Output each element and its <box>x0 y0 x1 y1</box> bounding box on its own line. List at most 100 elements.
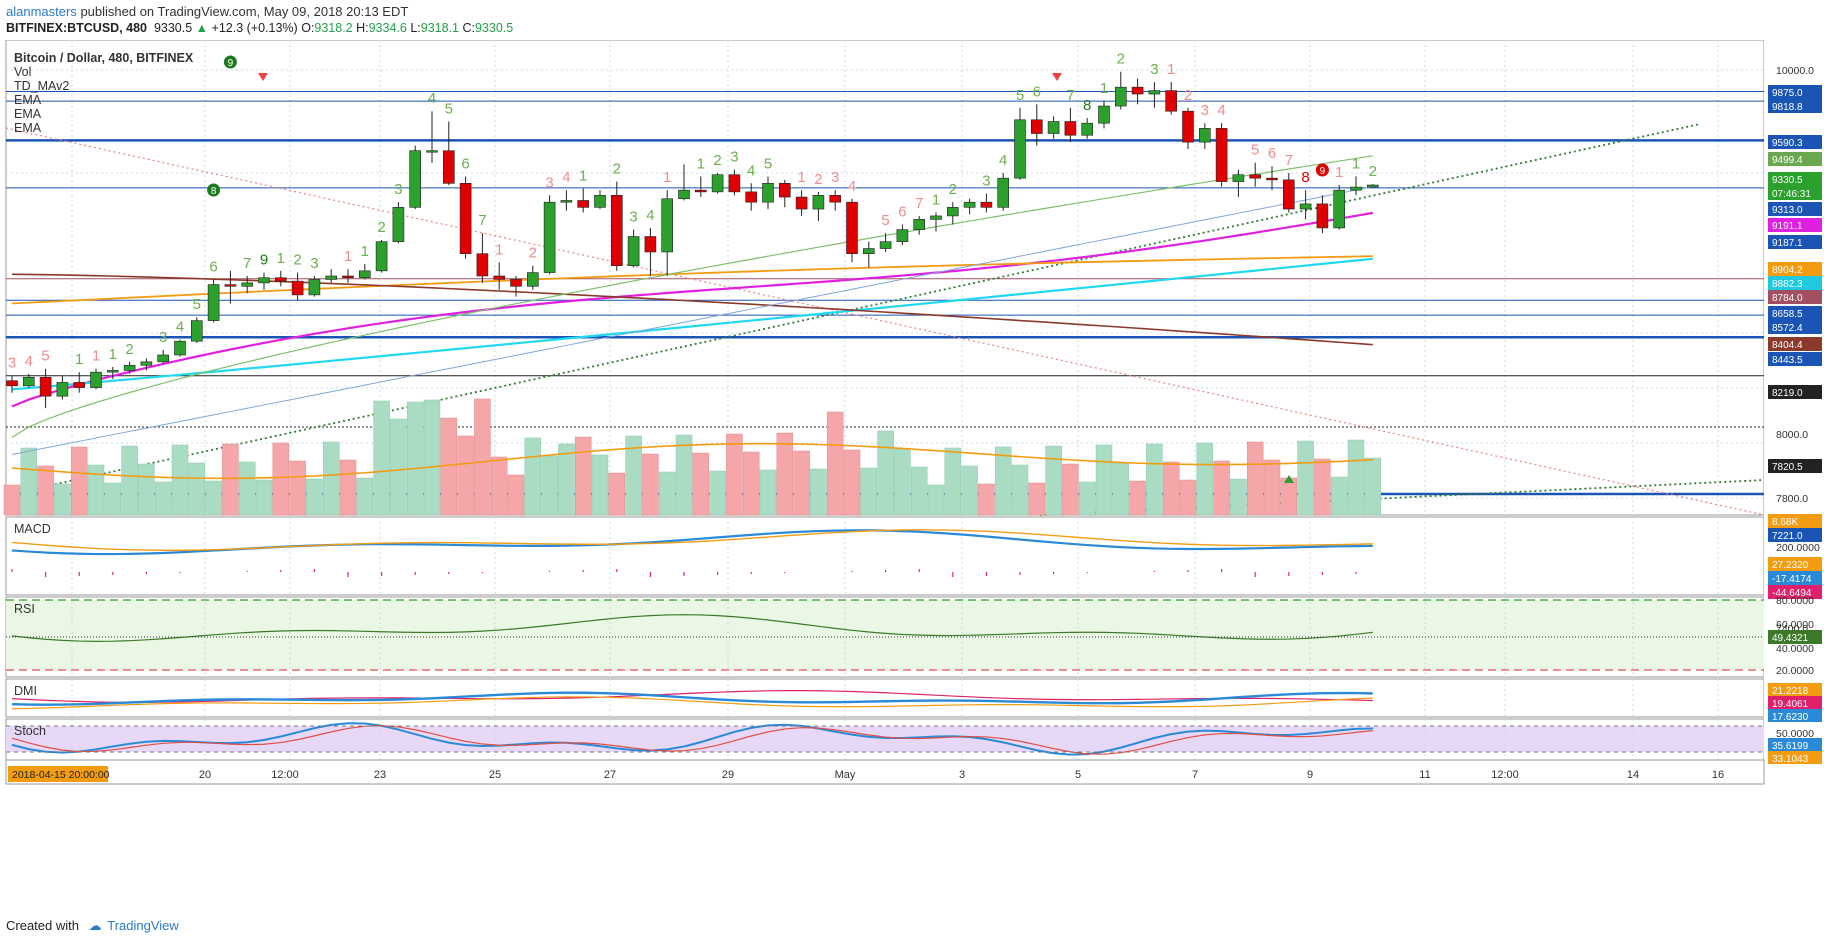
created-with-text: Created with <box>6 918 79 933</box>
td-count-label: 8 <box>1301 169 1309 186</box>
author-link[interactable]: alanmasters <box>6 4 77 19</box>
candle-body <box>526 272 539 287</box>
price-label-bg <box>1768 218 1822 232</box>
close-value: 9330.5 <box>474 21 514 35</box>
td-count-label: 1 <box>932 191 940 208</box>
td-count-label: 4 <box>1217 102 1225 119</box>
candle-body <box>342 275 354 279</box>
td-count-label: 4 <box>848 178 856 195</box>
legend-item-ema-1[interactable]: EMA <box>14 93 42 107</box>
time-tick: 5 <box>1075 769 1081 781</box>
published-text: published on TradingView.com, May 09, 20… <box>80 4 409 19</box>
volume-bar <box>1263 459 1281 516</box>
volume-bar <box>490 456 508 516</box>
td-count-label: 4 <box>646 207 654 224</box>
td-count-label: 1 <box>1352 155 1360 172</box>
td-count-label: 6 <box>1268 145 1276 162</box>
stoch-label: 33.1043 <box>1772 754 1809 765</box>
volume-bar <box>1011 464 1029 516</box>
symbol-label[interactable]: BITFINEX:BTCUSD, 480 <box>6 21 147 35</box>
price-change: +12.3 (+0.13%) <box>211 21 298 35</box>
ema-blue-line <box>11 186 1373 456</box>
candle-body <box>812 195 825 210</box>
price-label: 8219.0 <box>1772 388 1803 399</box>
macd-label: 27.2320 <box>1772 560 1809 571</box>
td-count-label: 5 <box>764 155 772 172</box>
candle-body <box>661 198 674 253</box>
volume-bar <box>457 435 474 516</box>
volume-bar <box>1078 481 1096 516</box>
price-label: 8572.4 <box>1772 323 1803 334</box>
td-count-label: 3 <box>982 173 990 190</box>
price-label: 8882.3 <box>1772 279 1803 290</box>
price-label: 8404.4 <box>1772 340 1803 351</box>
volume-bar <box>222 443 239 516</box>
time-tick: 27 <box>604 769 616 781</box>
td-count-label: 5 <box>445 101 453 118</box>
volume-bar <box>20 447 38 516</box>
candle-body <box>207 284 220 321</box>
time-tick: 7 <box>1192 769 1198 781</box>
td-count-label: 2 <box>529 245 537 262</box>
price-label-bg <box>1768 152 1822 166</box>
volume-bar <box>272 442 290 516</box>
rsi-line <box>11 614 1373 642</box>
candle-body <box>140 361 153 366</box>
legend-item-ema-3[interactable]: EMA <box>14 121 42 135</box>
dmi-label: 21.2218 <box>1772 686 1809 697</box>
td-count-label: 3 <box>545 174 553 191</box>
volume-ma-line <box>11 442 1373 480</box>
macd-signal-line <box>11 529 1373 551</box>
td-count-label: 1 <box>277 250 285 267</box>
rsi-title: RSI <box>14 602 35 616</box>
candle-body <box>1047 121 1060 134</box>
volume-bar <box>1230 478 1247 516</box>
td-count-label: 1 <box>75 351 83 368</box>
volume-bar <box>574 436 592 516</box>
td-count-label: 7 <box>915 195 923 212</box>
macd-label-bg <box>1768 557 1822 571</box>
high-value: 9334.6 <box>368 21 407 35</box>
td-count-label: 2 <box>613 161 621 178</box>
td-count-label: 2 <box>125 341 133 358</box>
volume-bar <box>843 449 861 516</box>
price-label-bg <box>1768 135 1822 149</box>
dmi-label: 19.4061 <box>1772 699 1809 710</box>
legend-item-ema-2[interactable]: EMA <box>14 107 42 121</box>
candle-body <box>795 196 808 210</box>
price-label-bg <box>1768 290 1822 304</box>
candle-body <box>913 219 926 230</box>
volume-bar <box>1146 443 1163 516</box>
candle-body <box>1098 105 1110 124</box>
candle-body <box>1333 189 1345 229</box>
td-count-label: 6 <box>209 258 217 275</box>
volume-bar <box>87 464 105 516</box>
trendline-up <box>5 123 1701 496</box>
price-label: 9330.5 <box>1772 175 1803 186</box>
price-label-bg <box>1768 514 1822 528</box>
td-count-label: 4 <box>25 353 33 370</box>
legend-item-vol[interactable]: Vol <box>14 65 32 79</box>
ema-orange-line <box>11 255 1373 305</box>
candle-body <box>107 370 119 373</box>
volume-bar <box>524 437 542 516</box>
tradingview-brand-link[interactable]: TradingView <box>107 918 179 933</box>
volume-bar <box>1330 476 1348 516</box>
candle-body <box>1131 86 1144 95</box>
legend-item-td-mav2[interactable]: TD_MAv2 <box>14 79 70 93</box>
macd-label: -44.6494 <box>1772 588 1812 599</box>
volume-bar <box>1179 479 1197 516</box>
candle-body <box>946 207 959 217</box>
td-count-label: 7 <box>478 212 486 229</box>
ema-magenta-line <box>11 211 1373 408</box>
stoch-k-line <box>11 722 1373 756</box>
volume-bar <box>406 401 424 516</box>
volume-bar <box>339 459 357 516</box>
price-label: 9818.8 <box>1772 102 1803 113</box>
candle-body <box>1266 177 1278 181</box>
volume-bar <box>1246 441 1264 516</box>
volume-bar <box>776 432 794 516</box>
candle-body <box>409 150 422 208</box>
candle-body <box>174 340 186 356</box>
